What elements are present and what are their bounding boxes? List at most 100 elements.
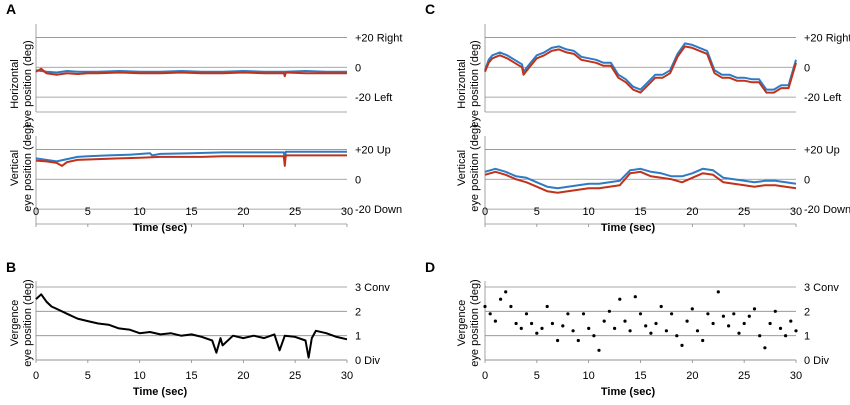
data-point [483,304,487,309]
x-tick-label: 0 [482,370,488,382]
series-line-1 [35,293,348,359]
x-tick-label: 30 [341,206,353,218]
data-point [763,346,767,350]
data-point [519,326,523,330]
right-axis-label: 3 Conv [804,282,839,294]
y-axis-label-line: Vertical [456,150,468,186]
data-point [680,343,684,347]
data-point [576,338,580,343]
data-point [773,309,777,313]
data-point [732,312,736,316]
y-axis-label-line: Vergence [9,300,21,346]
y-axis-label: Vergenceeye position (deg) [456,279,481,366]
x-tick-label: 20 [686,206,698,218]
data-point [778,326,783,330]
x-axis-label: Time (sec) [133,222,188,234]
x-tick-label: 25 [738,370,750,382]
data-point [685,319,689,323]
data-point [504,290,508,294]
y-axis-label-line: eye position (deg) [469,124,481,211]
x-tick-label: 5 [534,370,540,382]
x-tick-label: 0 [482,206,488,218]
x-tick-label: 0 [33,370,39,382]
y-axis-label-line: eye position (deg) [469,40,481,127]
data-point [509,304,513,309]
right-axis-label: 0 [355,62,361,74]
data-point [768,321,772,326]
y-axis-label-line: eye position (deg) [469,279,481,366]
chart-a-vertical: +20 Up 0 -20 Down Verticaleye position (deg… [9,124,402,234]
x-tick-label: 25 [289,370,301,382]
x-axis-label: Time (sec) [601,222,656,234]
data-point [664,329,669,333]
series-line-2 [35,67,347,78]
data-point [675,334,679,338]
series-line-1 [35,69,347,74]
series-line-1 [484,167,797,190]
y-axis-label-line: Horizontal [456,59,468,109]
x-tick-label: 15 [634,370,646,382]
series-line-2 [484,45,797,94]
data-point [633,295,637,299]
right-axis-label: 2 [804,306,810,318]
panel-b: B 3 Conv 2 1 0 Div Vergenceeye position (deg… [6,259,390,398]
right-axis-label: 2 [355,306,361,318]
data-point [535,331,539,335]
x-tick-label: 10 [583,206,595,218]
data-point [524,312,529,316]
data-point [721,314,726,318]
data-point [789,319,793,323]
panel-d: D 3 Conv 2 1 0 Div Vergenceeye position (deg… [425,259,839,398]
data-point [618,297,622,301]
data-point [613,326,617,330]
x-tick-label: 25 [738,206,750,218]
chart-b-vergence: 3 Conv 2 1 0 Div Vergenceeye position (deg) 0… [9,279,390,398]
data-point [737,331,741,335]
x-tick-label: 15 [185,206,197,218]
right-axis-label: +20 Right [355,32,402,44]
right-axis-label: -20 Left [355,92,392,104]
x-tick-label: 30 [790,370,802,382]
data-point [587,326,591,330]
data-point [607,309,612,313]
y-axis-label-line: Vertical [9,150,21,186]
data-point [758,334,762,338]
data-point [540,326,544,330]
data-point [727,324,731,328]
series-line-1 [35,150,347,163]
series-line-2 [484,170,797,194]
y-axis-label-line: Horizontal [9,59,21,109]
x-tick-label: 25 [289,206,301,218]
data-point [701,338,705,343]
x-tick-label: 0 [33,206,39,218]
y-axis-label-line: eye position (deg) [22,40,34,127]
data-point [488,312,492,316]
right-axis-label: 0 [355,174,361,186]
x-tick-label: 10 [134,370,146,382]
data-point [695,329,700,333]
data-point [493,319,497,323]
data-point [690,307,694,311]
data-point [550,321,555,326]
y-axis-label-line: eye position (deg) [22,124,34,211]
y-axis-label-line: eye position (deg) [22,279,34,366]
x-tick-label: 15 [185,370,197,382]
data-point [706,312,710,316]
right-axis-label: 0 [804,62,810,74]
data-point [581,312,586,316]
y-axis-label: Horizontaleye position (deg) [456,40,481,127]
y-axis-label: Vergenceeye position (deg) [9,279,34,366]
y-axis-label-line: Vergence [456,300,468,346]
right-axis-label: 1 [355,331,361,343]
panel-label-c: C [425,1,435,17]
right-axis-label: -20 Left [804,92,841,104]
x-tick-label: 5 [85,370,91,382]
data-point [566,312,570,316]
data-point [499,297,503,301]
data-point [545,304,549,309]
data-point [659,304,663,309]
right-axis-label: 1 [804,331,810,343]
data-point [597,348,601,352]
